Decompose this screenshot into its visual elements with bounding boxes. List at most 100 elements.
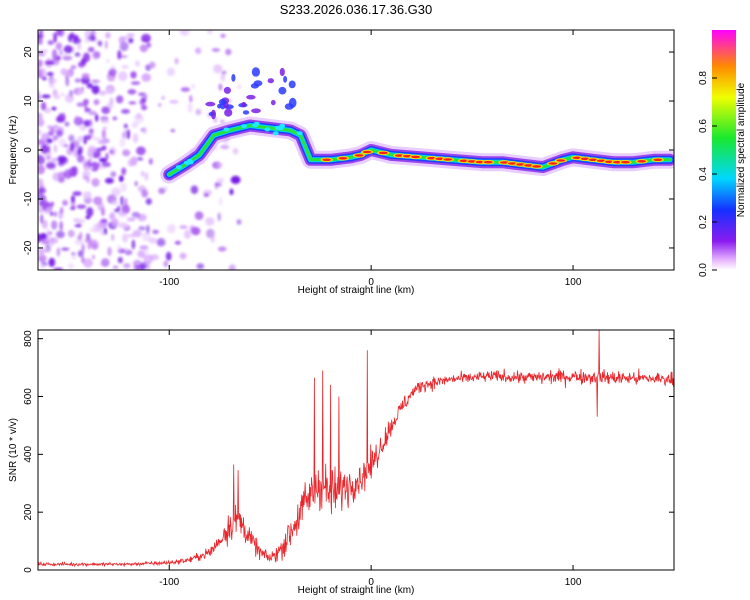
y-tick-label: 600 bbox=[23, 388, 34, 405]
noise-blob bbox=[131, 81, 141, 85]
track-core bbox=[483, 160, 493, 164]
noise-blob bbox=[225, 48, 232, 56]
colorbar-ticks: 0.0 0.2 0.4 0.6 0.8 bbox=[698, 71, 717, 277]
colorbar-tick-label: 0.8 bbox=[698, 71, 709, 85]
noise-blob bbox=[101, 258, 110, 267]
noise-blob bbox=[138, 226, 146, 231]
noise-blob bbox=[88, 147, 98, 153]
noise-blob bbox=[118, 222, 128, 228]
noise-blob bbox=[196, 263, 205, 270]
noise-blob bbox=[97, 202, 105, 211]
noise-blob bbox=[180, 87, 191, 92]
noise-blob bbox=[67, 263, 74, 269]
noise-blob bbox=[126, 129, 131, 140]
noise-blob bbox=[229, 188, 234, 196]
noise-blob bbox=[40, 67, 46, 76]
noise-blob bbox=[179, 225, 188, 229]
noise-blob bbox=[68, 167, 78, 177]
noise-blob bbox=[72, 191, 82, 196]
noise-blob bbox=[69, 142, 75, 152]
noise-blob bbox=[59, 49, 63, 55]
noise-blob bbox=[38, 233, 42, 243]
noise-blob bbox=[69, 69, 74, 74]
x-tick-label: -100 bbox=[159, 277, 179, 288]
noise-blob bbox=[156, 238, 166, 247]
noise-blob bbox=[116, 95, 124, 104]
noise-blob bbox=[91, 79, 101, 84]
noise-blob bbox=[44, 107, 52, 114]
noise-blob bbox=[60, 207, 64, 214]
noise-blob bbox=[101, 129, 106, 139]
track-highlight bbox=[253, 121, 260, 126]
snr-panel: -100 0 100 0 200 400 600 800 Height of straigh… bbox=[8, 329, 675, 596]
noise-blob bbox=[137, 185, 147, 193]
noise-blob bbox=[86, 83, 94, 89]
noise-blob bbox=[52, 172, 61, 182]
noise-blob bbox=[105, 32, 111, 39]
colorbar-gradient bbox=[712, 30, 736, 270]
noise-blob bbox=[85, 233, 91, 241]
snr-series-line bbox=[38, 330, 674, 568]
noise-blob bbox=[61, 247, 70, 251]
noise-blob bbox=[130, 71, 137, 79]
noise-blob bbox=[40, 101, 47, 111]
noise-blob bbox=[76, 102, 87, 107]
noise-blob bbox=[95, 114, 99, 122]
noise-blob bbox=[76, 204, 87, 209]
noise-blob bbox=[158, 103, 162, 107]
noise-blob bbox=[146, 224, 150, 234]
noise-blob bbox=[38, 200, 43, 207]
track-core bbox=[637, 160, 647, 163]
branch-blob bbox=[251, 67, 260, 77]
noise-blob bbox=[74, 52, 81, 57]
noise-blob bbox=[134, 181, 138, 187]
noise-blob bbox=[216, 178, 225, 183]
branch-blob bbox=[241, 101, 247, 108]
noise-blob bbox=[101, 145, 107, 151]
noise-blob bbox=[77, 250, 84, 258]
noise-blob bbox=[44, 60, 55, 65]
noise-blob bbox=[81, 243, 85, 253]
noise-blob bbox=[220, 72, 226, 82]
noise-blob bbox=[41, 76, 47, 81]
noise-blob bbox=[64, 121, 70, 127]
y-tick-label: 800 bbox=[23, 330, 34, 347]
noise-blob bbox=[228, 264, 236, 270]
noise-blob bbox=[119, 137, 126, 148]
noise-blob bbox=[122, 233, 129, 243]
track-core bbox=[556, 159, 566, 162]
noise-blob bbox=[120, 195, 124, 206]
noise-blob bbox=[87, 241, 92, 250]
noise-blob bbox=[56, 230, 65, 239]
noise-blob bbox=[108, 68, 117, 77]
noise-blob bbox=[81, 256, 85, 264]
x-tick-label: 0 bbox=[368, 277, 374, 288]
noise-blob bbox=[121, 109, 130, 114]
noise-blob bbox=[136, 157, 144, 161]
noise-blob bbox=[97, 162, 101, 167]
noise-blob bbox=[146, 261, 151, 270]
noise-blob bbox=[53, 33, 57, 43]
noise-blob bbox=[203, 193, 210, 197]
noise-blob bbox=[189, 95, 193, 103]
track-core bbox=[613, 160, 622, 164]
noise-blob bbox=[70, 206, 76, 211]
noise-blob bbox=[109, 212, 115, 220]
branch-blob bbox=[283, 75, 288, 83]
noise-blob bbox=[38, 33, 44, 39]
noise-blob bbox=[179, 30, 190, 36]
noise-blob bbox=[131, 211, 141, 218]
noise-blob bbox=[142, 231, 151, 242]
noise-blob bbox=[210, 234, 215, 243]
noise-blob bbox=[218, 197, 223, 206]
noise-blob bbox=[111, 187, 121, 197]
branch-blob bbox=[270, 99, 276, 106]
noise-blob bbox=[46, 227, 50, 236]
track-core bbox=[653, 158, 663, 162]
noise-blob bbox=[126, 33, 135, 38]
noise-blob bbox=[83, 166, 94, 171]
track-core bbox=[532, 165, 542, 168]
noise-blob bbox=[139, 44, 148, 53]
